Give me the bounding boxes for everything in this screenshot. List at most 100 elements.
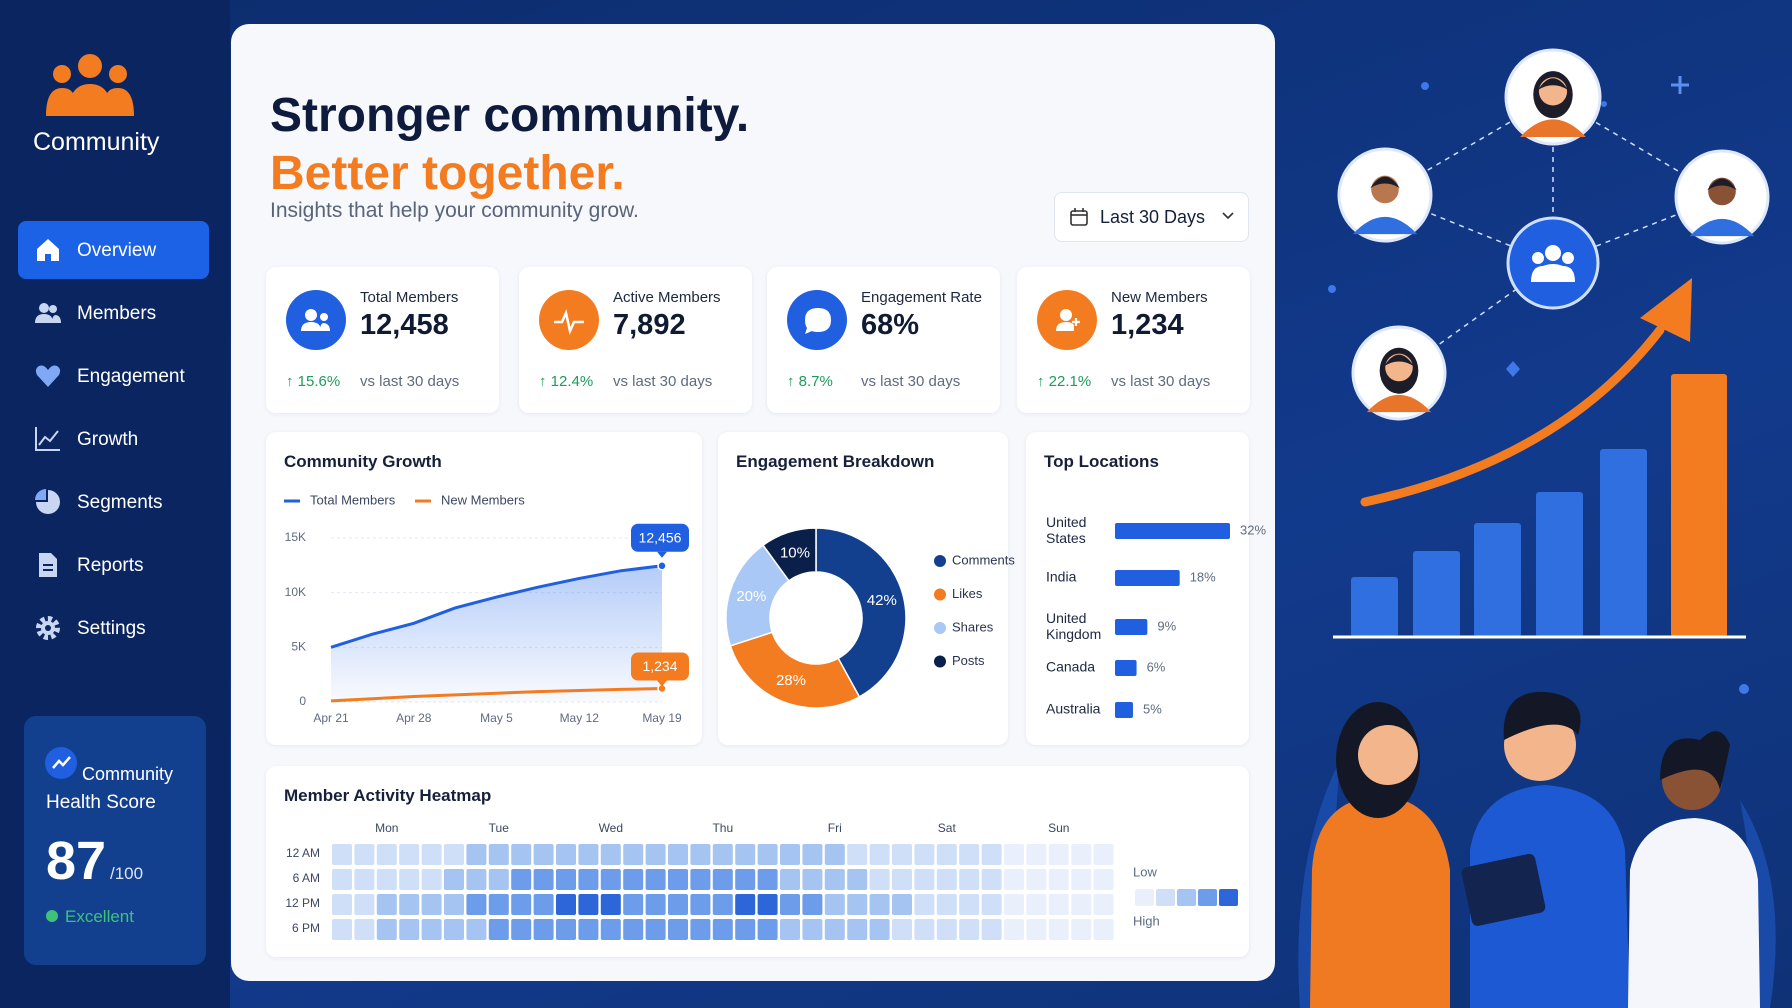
kpi-change: ↑ 8.7% xyxy=(787,373,833,390)
date-filter[interactable]: Last 30 Days xyxy=(1054,192,1249,242)
person-body xyxy=(1310,795,1450,1008)
heat-cell xyxy=(847,844,868,865)
nav-item[interactable]: Segments xyxy=(18,473,209,531)
headline: Stronger community. xyxy=(270,89,750,142)
nav-label: Segments xyxy=(77,492,163,513)
kpi-change: ↑ 22.1% xyxy=(1037,373,1091,390)
heat-cell xyxy=(712,869,733,890)
bar xyxy=(1115,660,1137,676)
heat-cell xyxy=(936,869,957,890)
avatar-shirt xyxy=(1366,394,1432,413)
time-label: 12 AM xyxy=(286,846,320,860)
hub-icon xyxy=(1531,264,1575,282)
heat-cell xyxy=(332,894,352,915)
heat-cell xyxy=(645,919,666,940)
heat-cell xyxy=(1071,919,1092,940)
heat-cell xyxy=(488,894,509,915)
person-hair xyxy=(1660,731,1730,790)
donut-slice xyxy=(815,527,907,698)
nav-icon xyxy=(39,553,57,577)
avatar-hair-top xyxy=(1370,176,1400,189)
annotation-pointer xyxy=(657,680,667,687)
y-tick-label: 5K xyxy=(291,640,306,654)
heat-cell xyxy=(600,919,621,940)
legend-label: Comments xyxy=(952,552,1015,567)
value-label: 5% xyxy=(1143,701,1162,716)
value-label: 9% xyxy=(1157,618,1176,633)
location-name: Australia xyxy=(1046,701,1101,717)
heat-cell xyxy=(578,894,599,915)
legend-label: Shares xyxy=(952,619,994,634)
heat-cell xyxy=(488,869,509,890)
nav-item[interactable]: Growth xyxy=(18,410,209,468)
heat-cell xyxy=(354,869,375,890)
kpi-card: Total Members 12,458 ↑ 15.6% vs last 30 day… xyxy=(266,267,499,413)
heat-cell xyxy=(1071,894,1092,915)
health-max: /100 xyxy=(110,864,144,883)
nav-item[interactable]: Settings xyxy=(18,599,209,657)
nav-label: Members xyxy=(77,303,157,324)
nav-icon xyxy=(36,616,60,640)
nav-label: Engagement xyxy=(77,366,185,387)
nav-item[interactable]: Overview xyxy=(18,221,209,279)
annotation-pointer xyxy=(657,551,667,558)
nav-icon xyxy=(35,303,61,323)
heat-cell xyxy=(869,894,890,915)
heat-cell xyxy=(1093,894,1114,915)
value-label: 32% xyxy=(1240,522,1266,537)
avatar-shirt xyxy=(1689,218,1755,237)
up-arrow: ↑ xyxy=(1037,373,1049,390)
up-arrow: ↑ xyxy=(286,373,298,390)
nav-icon xyxy=(35,489,60,514)
nav-item[interactable]: Members xyxy=(18,284,209,342)
kpi-label: Engagement Rate xyxy=(861,289,982,306)
slice-label: 42% xyxy=(867,592,897,609)
kpi-label: Total Members xyxy=(360,289,459,306)
heat-cell xyxy=(712,919,733,940)
avatar-shirt xyxy=(1352,216,1418,235)
heat-cell xyxy=(780,894,800,915)
heat-cell xyxy=(511,894,532,915)
heat-cell xyxy=(936,894,957,915)
heat-cell xyxy=(892,869,912,890)
heat-cell xyxy=(892,844,912,865)
heat-cell xyxy=(869,869,890,890)
heat-cell xyxy=(645,894,666,915)
brand-name: Community xyxy=(33,128,160,156)
heat-cell xyxy=(645,869,666,890)
heat-cell xyxy=(623,869,644,890)
up-arrow: ↑ xyxy=(787,373,799,390)
heat-cell xyxy=(914,894,935,915)
location-name: Canada xyxy=(1046,659,1095,675)
nav-item[interactable]: Reports xyxy=(18,536,209,594)
nav-item[interactable]: Engagement xyxy=(18,347,209,405)
heat-cell xyxy=(847,894,868,915)
heat-cell xyxy=(623,894,644,915)
heat-cell xyxy=(556,919,576,940)
health-icon xyxy=(45,747,77,779)
y-tick-label: 10K xyxy=(285,585,306,599)
legend-label: Total Members xyxy=(310,492,396,507)
nav-label: Reports xyxy=(77,555,144,576)
heat-cell xyxy=(1071,869,1092,890)
heat-cell xyxy=(1026,919,1047,940)
heat-cell xyxy=(1071,844,1092,865)
person-hair xyxy=(1503,691,1581,740)
end-point xyxy=(657,561,667,571)
heat-cell xyxy=(466,869,487,890)
nav-label: Settings xyxy=(77,618,146,639)
heat-cell xyxy=(623,919,644,940)
kpi-value: 68% xyxy=(861,309,920,341)
avatar-hair-top xyxy=(1384,354,1414,367)
kpi-value: 12,458 xyxy=(360,309,449,341)
card-title: Top Locations xyxy=(1044,452,1159,471)
tablet xyxy=(1461,853,1546,926)
heat-cell xyxy=(668,869,688,890)
legend-swatch xyxy=(1198,889,1217,906)
heat-cell xyxy=(556,844,576,865)
hub-icon xyxy=(1562,252,1574,264)
heat-cell xyxy=(914,919,935,940)
location-name: India xyxy=(1046,569,1077,585)
health-status: Excellent xyxy=(65,907,134,926)
